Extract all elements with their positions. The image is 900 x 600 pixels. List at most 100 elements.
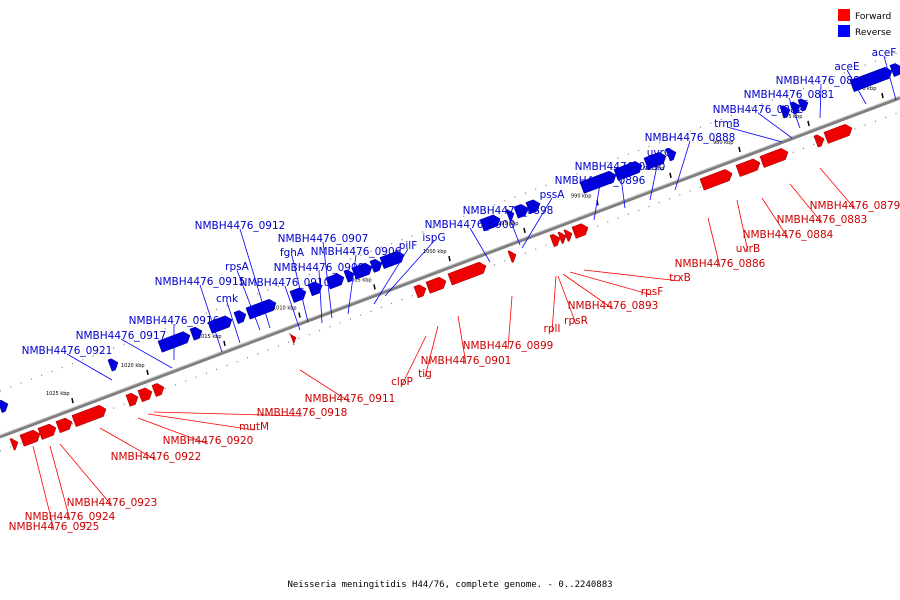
reverse-gene-label: NMBH4476_0912: [195, 220, 286, 232]
reverse-leader-line: [284, 285, 301, 331]
legend-reverse-swatch: [838, 25, 850, 37]
forward-leader-line: [99, 427, 157, 461]
forward-gene-arrow: [151, 383, 165, 397]
kbp-label: 1010 kbp: [273, 306, 297, 312]
forward-leader-line: [569, 271, 653, 296]
forward-leader-line: [59, 443, 113, 507]
forward-gene-label: NMBH4476_0922: [111, 451, 202, 463]
forward-gene-arrow: [425, 276, 447, 294]
kbp-tick: [298, 312, 301, 318]
reverse-leader-line: [318, 270, 323, 324]
reverse-gene-arrow: [479, 214, 501, 232]
reverse-gene-arrow: [889, 63, 900, 77]
forward-gene-label: NMBH4476_0899: [463, 340, 554, 352]
reverse-gene-arrow: [379, 250, 405, 270]
reverse-leader-line: [619, 169, 626, 209]
reverse-gene-label: NMBH4476_0880: [776, 75, 867, 87]
forward-leader-line: [457, 315, 467, 365]
forward-gene-label: NMBH4476_0923: [67, 497, 158, 509]
kbp-label: 970 kbp: [856, 86, 876, 92]
reverse-gene-label: NMBH4476_0881: [744, 89, 835, 101]
kbp-tick: [807, 120, 810, 127]
reverse-gene-label: NMBH4476_0921: [22, 345, 113, 357]
reverse-leader-line: [757, 112, 793, 139]
forward-gene-label: NMBH4476_0893: [568, 300, 659, 312]
reverse-leader-line: [120, 338, 173, 369]
kbp-label: 985 kbp: [644, 166, 664, 172]
reverse-gene-arrow: [779, 105, 791, 119]
forward-gene-arrow: [759, 148, 789, 168]
reverse-gene-label: NMBH4476_0906: [311, 246, 402, 258]
reverse-gene-label: NMBH4476_0907: [278, 233, 369, 245]
reverse-leader-line: [507, 213, 521, 246]
reverse-gene-label: pilF: [399, 240, 418, 252]
kbp-tick: [71, 398, 74, 404]
reverse-gene-arrow: [579, 170, 617, 194]
forward-leader-line: [137, 417, 209, 445]
genome-backbone: [0, 96, 900, 439]
reverse-leader-line: [236, 269, 261, 331]
reverse-gene-label: NMBH4476_0896: [555, 175, 646, 187]
forward-gene-label: rpsF: [641, 286, 664, 298]
kbp-tick: [146, 369, 149, 376]
kbp-tick: [523, 227, 526, 234]
forward-gene-arrow: [557, 231, 567, 245]
reverse-gene-label: NMBH4476_0888: [645, 132, 736, 144]
reverse-gene-label: fghA: [280, 247, 305, 259]
reverse-gene-label: NMBH4476_0898: [463, 205, 554, 217]
legend: Forward Reverse: [838, 9, 892, 38]
reverse-gene-label: NMBH4476_0908: [274, 262, 365, 274]
reverse-leader-line: [649, 155, 660, 201]
reverse-gene-arrow: [351, 262, 373, 280]
reverse-gene-label: aceE: [834, 61, 859, 73]
forward-leader-line: [557, 275, 577, 325]
forward-gene-label: trxB: [669, 272, 691, 284]
forward-gene-arrow: [735, 158, 761, 177]
reverse-gene-arrow: [245, 298, 277, 320]
reverse-leader-line: [819, 83, 822, 119]
forward-leader-line: [147, 413, 255, 431]
kbp-label: 1015 kbp: [198, 334, 222, 340]
forward-gene-arrow: [507, 250, 517, 263]
legend-forward-label: Forward: [855, 12, 891, 22]
reverse-leader-line: [674, 140, 691, 191]
kbp-label: 975 kbp: [782, 114, 802, 120]
reverse-leader-line: [226, 301, 241, 344]
reverse-gene-arrow: [797, 98, 809, 112]
forward-gene-arrow: [699, 169, 733, 191]
genome-caption: Neisseria meningitidis H44/76, complete …: [287, 580, 612, 590]
kbp-tick: [448, 256, 451, 262]
forward-gene-arrow: [823, 123, 853, 144]
forward-gene-arrow: [9, 438, 19, 451]
reverse-gene-label: NMBH4476_0917: [76, 330, 167, 342]
reverse-gene-label: NMBH4476_0900: [425, 219, 516, 231]
forward-leader-line: [761, 197, 789, 239]
forward-gene-arrow: [413, 284, 427, 299]
forward-leader-line: [551, 275, 557, 333]
reverse-gene-arrow: [513, 203, 529, 219]
forward-leader-line: [789, 183, 823, 224]
reverse-gene-arrow: [307, 281, 323, 297]
forward-gene-label: NMBH4476_0884: [743, 229, 834, 241]
forward-gene-label: tig: [418, 368, 432, 380]
reverse-leader-line: [469, 227, 491, 263]
kbp-label: 1005 kbp: [348, 277, 372, 283]
reverse-gene-arrow: [0, 399, 9, 413]
tick-layer: 970 kbp 975 kbp 980 kbp 985 kbp 990 kbp 995 k…: [46, 86, 884, 404]
kbp-label: 1025 kbp: [46, 391, 70, 397]
reverse-gene-arrow: [107, 358, 119, 372]
forward-gene-label: NMBH4476_0901: [421, 355, 512, 367]
forward-gene-label: rpsR: [564, 315, 588, 327]
reverse-leader-line: [384, 240, 435, 297]
forward-gene-label: NMBH4476_0911: [305, 393, 396, 405]
reverse-gene-label: aceF: [872, 47, 897, 59]
forward-leader-line: [401, 335, 427, 386]
reverse-leader-line: [239, 228, 271, 329]
forward-gene-label: rplI: [544, 323, 561, 335]
reverse-gene-arrow: [369, 258, 383, 273]
reverse-leader-line: [373, 248, 409, 305]
forward-gene-arrow: [19, 429, 41, 447]
forward-leader-line: [562, 273, 614, 310]
reverse-gene-arrow: [233, 310, 247, 325]
reverse-gene-label: NMBH4476_0910: [240, 277, 331, 289]
